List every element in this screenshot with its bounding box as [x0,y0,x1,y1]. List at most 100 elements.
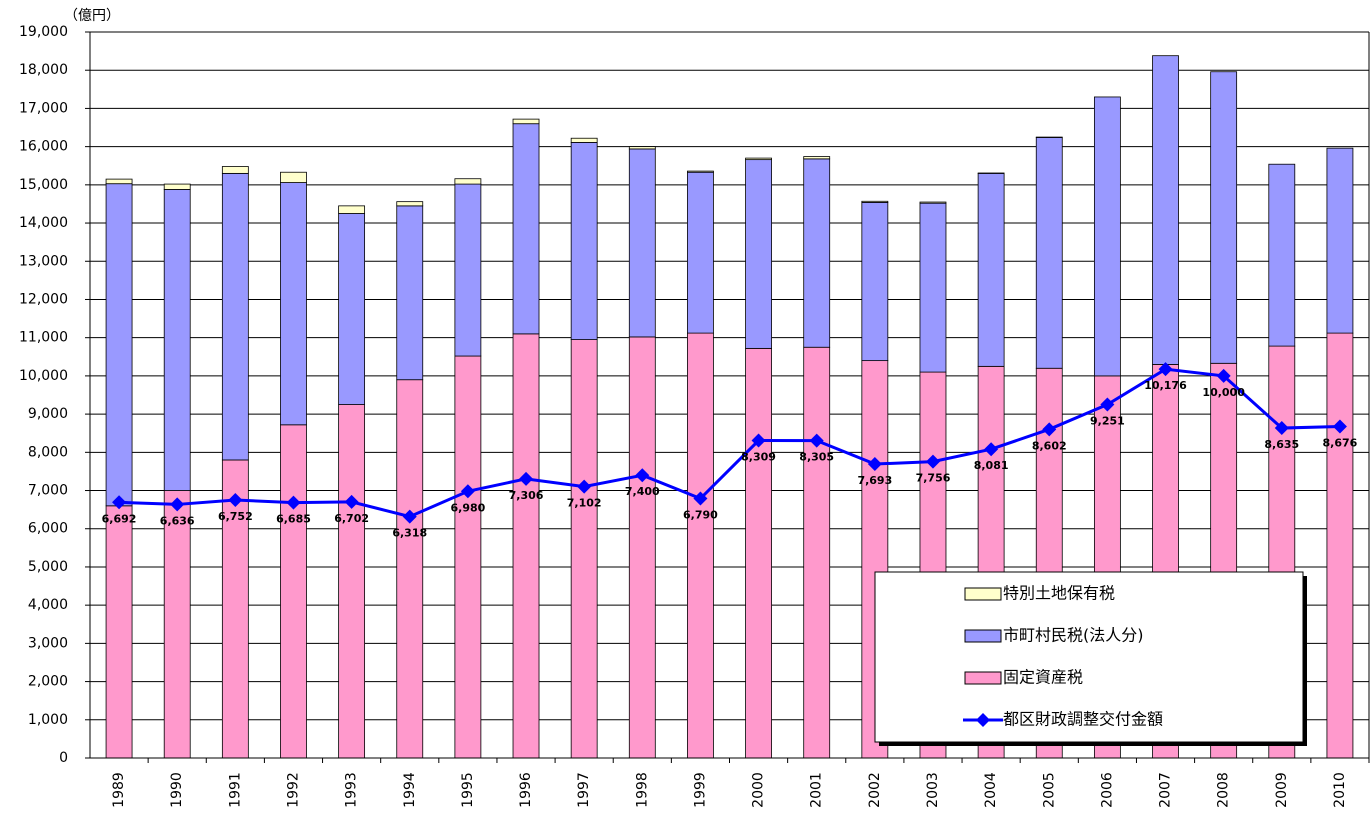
x-tick-label: 1996 [518,772,534,808]
x-tick-label: 1998 [634,772,650,808]
x-tick-label: 2006 [1099,772,1115,808]
y-tick-label: 15,000 [19,177,68,193]
line-marker [519,471,534,486]
y-tick-label: 11,000 [19,330,68,346]
line-marker [1332,419,1347,434]
data-label: 8,305 [799,451,834,464]
y-tick-label: 7,000 [28,483,68,499]
bar-segment [396,379,424,759]
bar-segment [1152,55,1179,365]
data-label: 6,318 [392,527,427,540]
x-tick-label: 1989 [111,772,127,808]
bar-segment [512,123,540,335]
legend-swatch [964,671,1002,685]
x-tick-label: 1997 [576,772,592,808]
bar-segment [803,346,831,759]
y-tick-label: 3,000 [28,635,68,651]
bar-segment [687,170,714,173]
x-tick-label: 2001 [809,772,825,808]
y-tick-label: 17,000 [19,100,68,116]
bar-segment [1326,332,1354,759]
bar-segment [396,205,424,381]
x-tick-label: 1993 [344,772,360,808]
line-marker [112,495,127,510]
y-tick-label: 14,000 [19,215,68,231]
bar-segment [628,146,656,150]
bar-segment [163,189,191,491]
bar-segment [570,142,598,340]
x-tick-label: 2009 [1274,772,1290,808]
bar-segment [338,404,366,759]
y-tick-label: 12,000 [19,291,68,307]
x-tick-label: 2010 [1332,772,1348,808]
y-tick-label: 2,000 [28,674,68,690]
bar-segment [1035,137,1063,369]
bar-segment [105,183,133,507]
line-marker [1100,397,1115,412]
line-marker [1274,421,1289,436]
line-marker [809,433,824,448]
line-marker [577,479,592,494]
bar-segment [977,172,1005,367]
bar-segment [687,171,714,334]
x-tick-label: 2000 [751,772,767,808]
line-marker [344,494,359,509]
data-label: 6,702 [334,512,369,525]
bar-segment [105,505,133,759]
legend-label: 固定資産税 [1003,668,1083,687]
line-marker [635,468,650,483]
bar-segment [745,347,772,759]
bar-segment [221,172,249,461]
line-marker [460,484,475,499]
bar-segment [570,137,598,143]
x-tick-label: 2004 [983,772,999,808]
bar-segment [221,166,249,174]
y-tick-label: 19,000 [19,24,68,40]
y-tick-label: 8,000 [28,444,68,460]
bar-segment [512,118,540,125]
data-label: 7,102 [567,497,602,510]
bar-segment [454,178,482,185]
x-tick-label: 1999 [692,772,708,808]
data-label: 7,756 [916,472,951,485]
x-tick-label: 2007 [1158,772,1174,808]
line-marker [170,497,185,512]
line-marker [925,454,940,469]
data-label: 8,309 [741,451,776,464]
x-tick-label: 2002 [867,772,883,808]
y-tick-label: 5,000 [28,559,68,575]
legend [874,571,1304,743]
bar-segment [454,183,482,357]
x-tick-label: 1991 [227,772,243,808]
legend-label: 都区財政調整交付金額 [1003,710,1163,729]
x-tick-label: 1992 [285,772,301,808]
bar-segment [628,336,656,759]
line-marker [1042,422,1057,437]
data-label: 6,980 [450,501,485,514]
line-marker [1158,362,1173,377]
line [119,367,1340,519]
bar-segment [803,158,831,348]
bar-segment [280,424,307,759]
bar-segment [745,157,772,161]
line-marker [228,493,243,508]
bar-segment [803,156,831,160]
bar-segment [163,183,191,190]
data-label: 8,676 [1323,436,1358,449]
bar-segment [280,171,307,183]
x-tick-label: 2003 [925,772,941,808]
bar-segment [687,332,714,759]
bar-segment [628,148,656,338]
bar-segment [861,200,889,203]
line-marker [1216,368,1231,383]
data-label: 8,635 [1264,438,1299,451]
data-label: 9,251 [1090,415,1125,428]
data-label: 8,602 [1032,439,1067,452]
y-tick-label: 10,000 [19,368,68,384]
bar-segment [454,355,482,759]
data-label: 6,685 [276,513,311,526]
y-tick-label: 4,000 [28,597,68,613]
x-tick-label: 2008 [1216,772,1232,808]
bar-segment [338,213,366,405]
